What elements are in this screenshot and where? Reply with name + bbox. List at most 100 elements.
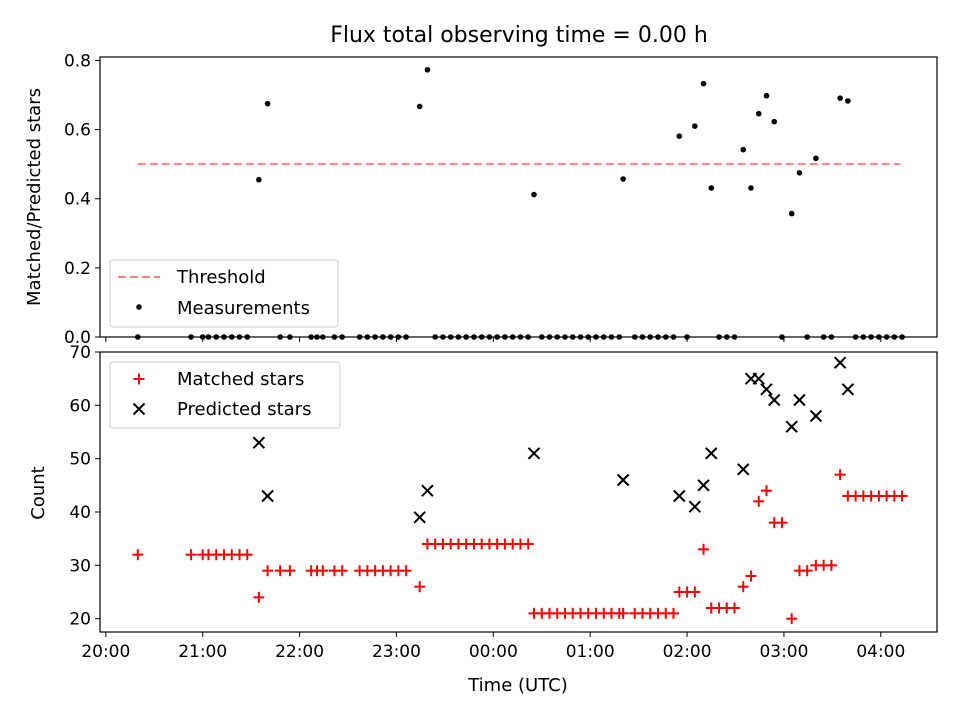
x-tick-label: 00:00 [469,642,518,662]
measurement-point [700,80,707,87]
predicted-star-point [697,479,710,492]
predicted-star-point-b [252,436,266,449]
predicted-star-point [688,500,702,513]
matched-star-point [776,517,788,529]
matched-star-point [132,549,144,561]
matched-star-point [241,549,253,561]
ratio-y-tick-label: 0.4 [64,190,91,210]
ratio-y-tick-label: 0.8 [64,51,91,71]
matched-star-point [617,607,629,619]
predicted-star-point [737,463,750,476]
matched-star-point [253,591,265,603]
predicted-star-point-b [768,393,781,407]
count-y-tick-label: 70 [69,343,91,363]
predicted-star-point-b [616,473,630,487]
predicted-star-point-b [705,447,718,460]
x-tick-label: 23:00 [372,642,421,662]
predicted-star-point [673,489,686,503]
legend-threshold-label: Threshold [176,267,266,288]
matched-star-point [786,613,798,625]
predicted-star-point-b [833,356,847,369]
predicted-star-point [760,383,773,396]
predicted-star-point-b [785,420,798,433]
predicted-star-point-b [760,383,773,396]
matched-star-point [689,586,701,598]
matched-star-point [522,538,534,550]
measurement-point [788,210,795,217]
measurement-point [763,92,770,99]
measurement-point [771,118,778,125]
count-panel: Count 20:00 21:00 22:00 23:00 00:00 01:00 02:0… [28,343,938,696]
predicted-star-point [705,447,718,460]
legend-predicted-swatch [132,402,146,416]
matched-star-point [753,495,765,507]
matched-star-point [668,607,679,619]
measurement-point [796,170,803,176]
x-tick-label: 04:00 [856,642,905,662]
x-tick-label: 22:00 [275,642,324,662]
ratio-y-tick-label: 0.2 [64,259,91,279]
predicted-star-point [261,489,274,503]
predicted-star-point [252,436,266,449]
x-tick-label: 01:00 [566,642,615,662]
predicted-star-point-b [752,372,765,385]
predicted-star-point-b [421,484,434,497]
predicted-star-point-b [697,479,710,492]
legend-x-mark-b [132,402,146,416]
measurement-point [264,100,271,107]
predicted-star-point [793,393,806,407]
count-y-tick-label: 60 [69,396,91,416]
legend-plus-mark [133,373,145,385]
count-y-tick-label: 20 [69,610,91,630]
matched-star-point [801,565,813,577]
measurement-point [748,185,754,191]
matched-star-point [745,570,757,582]
ratio-axis-ticks: 0.0 0.2 0.4 0.6 0.8 [64,51,882,348]
measurement-point [740,146,747,153]
matched-star-point [834,469,846,481]
ratio-panel: Matched/Predicted stars 0.00.20.40.60.8 … [24,51,938,348]
predicted-star-point-b [673,489,686,503]
count-legend: Matched stars Predicted stars [109,361,341,429]
ratio-axes-frame [99,56,938,338]
measurement-point [692,123,698,129]
predicted-star-point [841,383,855,396]
predicted-star-point [752,372,765,385]
matched-star-point [698,543,710,555]
predicted-star-point-b [841,383,855,396]
count-axes-frame [99,351,938,633]
measurement-point [837,95,843,101]
predicted-star-point [421,484,434,497]
ratio-legend: Threshold Measurements [109,259,339,328]
measurement-point [256,176,262,183]
measurement-point [708,185,715,191]
figure-title: Flux total observing time = 0.00 h [330,23,708,48]
count-y-tick-label: 40 [69,503,91,523]
measurement-point [620,176,626,182]
count-legend-box [109,361,341,429]
measurement-point [531,191,537,198]
matched-star-point [761,485,772,497]
matched-star-point [317,565,329,577]
measurement-point [813,155,819,162]
legend-matched-label: Matched stars [177,369,304,390]
measurement-point [416,103,423,110]
predicted-star-point-b [688,500,702,513]
matched-star-point [284,565,296,577]
measurement-point [424,66,431,73]
matched-star-point [336,565,348,577]
ratio-y-tick-label: 0.6 [64,121,91,141]
count-axis-ticks: 20:00 21:00 22:00 23:00 00:00 01:00 02:00 03:00… [69,343,905,662]
predicted-star-point [616,473,630,487]
count-y-tick-label: 30 [69,556,91,576]
x-tick-label: 21:00 [178,642,227,662]
legend-matched-swatch [133,373,145,385]
legend-measurements-label: Measurements [177,298,310,319]
matched-star-point [400,565,412,577]
measurement-point [845,98,851,104]
predicted-star-point-b [413,511,426,524]
matched-star-point [262,565,274,577]
matched-star-point [185,549,197,561]
